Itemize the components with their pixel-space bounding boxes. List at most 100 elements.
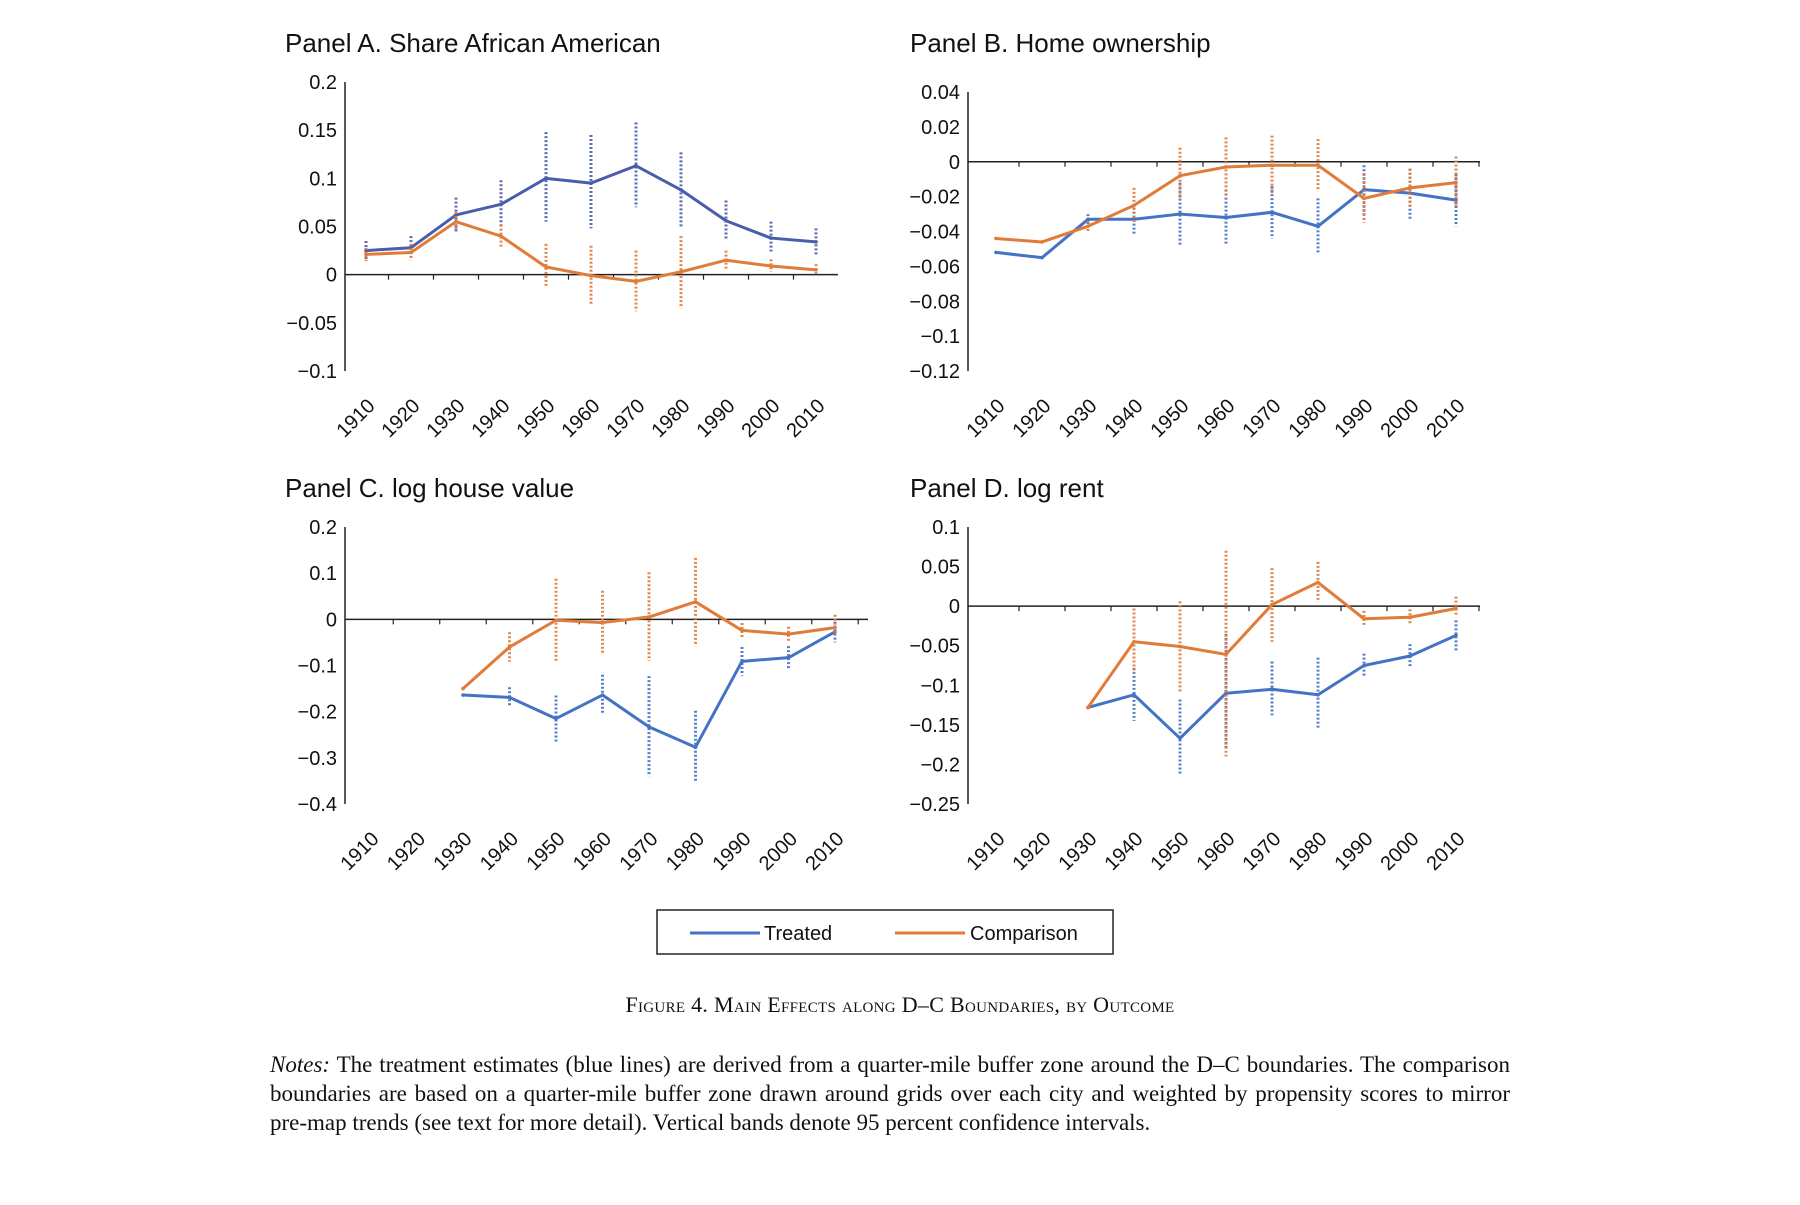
- y-tick-label: −0.1: [921, 675, 960, 697]
- treated-point: [1316, 224, 1320, 229]
- x-tick-label: 1960: [1193, 395, 1240, 442]
- x-tick-label: 1970: [1239, 828, 1286, 875]
- treated-point: [1454, 633, 1458, 638]
- y-tick-label: −0.2: [921, 754, 960, 776]
- comparison-point: [409, 250, 413, 255]
- x-tick-label: 1980: [662, 828, 709, 875]
- x-tick-label: 1950: [1147, 828, 1194, 875]
- comparison-point: [1270, 163, 1274, 168]
- y-tick-label: −0.12: [909, 361, 960, 383]
- treated-point: [589, 181, 593, 185]
- treated-point: [1178, 736, 1182, 741]
- x-tick-label: 1960: [1193, 828, 1240, 875]
- treated-point: [679, 188, 683, 192]
- comparison-point: [507, 645, 512, 649]
- comparison-point: [1408, 615, 1412, 620]
- y-tick-label: 0.2: [309, 517, 337, 539]
- comparison-point: [1224, 652, 1228, 657]
- comparison-point: [499, 234, 503, 238]
- treated-point: [740, 659, 744, 664]
- x-tick-label: 1940: [1101, 828, 1148, 875]
- x-tick-label: 1950: [1147, 395, 1194, 442]
- x-tick-label: 2010: [783, 395, 830, 442]
- y-tick-label: −0.25: [909, 794, 960, 816]
- y-tick-label: −0.15: [909, 715, 960, 737]
- comparison-point: [1362, 196, 1366, 201]
- y-tick-label: 0.02: [921, 117, 960, 139]
- comparison-point: [1178, 644, 1182, 649]
- treated-point: [554, 716, 558, 721]
- legend: Treated Comparison: [656, 909, 1114, 955]
- x-tick-label: 2000: [1377, 828, 1424, 875]
- comparison-point: [814, 268, 818, 272]
- x-tick-label: 1920: [378, 395, 425, 442]
- comparison-point: [461, 686, 465, 691]
- y-tick-label: 0: [326, 609, 337, 631]
- x-tick-label: 1940: [1101, 395, 1148, 442]
- panel-a: Panel A. Share African American 0.2 0.15 0…: [285, 28, 838, 442]
- comparison-point: [1178, 173, 1182, 178]
- comparison-point: [1454, 180, 1458, 185]
- y-tick-label: −0.1: [298, 656, 337, 678]
- treated-point: [1086, 217, 1090, 222]
- comparison-point: [1316, 580, 1320, 585]
- x-tick-label: 1950: [523, 828, 570, 875]
- panel-b-title: Panel B. Home ownership: [910, 28, 1211, 58]
- x-tick-label: 1980: [1285, 395, 1332, 442]
- comparison-point: [544, 265, 548, 269]
- treated-point: [994, 250, 998, 255]
- y-tick-label: −0.1: [298, 361, 337, 383]
- legend-comparison-label: Comparison: [970, 923, 1078, 945]
- y-tick-label: 0: [949, 152, 960, 174]
- comparison-point: [679, 269, 683, 274]
- y-tick-label: 0.15: [298, 120, 337, 142]
- notes-text: The treatment estimates (blue lines) are…: [270, 1052, 1510, 1135]
- treated-point: [814, 240, 818, 244]
- treated-point: [499, 202, 503, 207]
- y-tick-label: 0.04: [921, 82, 960, 104]
- y-tick-label: 0.1: [309, 563, 337, 585]
- comparison-point: [454, 219, 458, 224]
- panel-a-title: Panel A. Share African American: [285, 28, 661, 58]
- comparison-point: [1224, 165, 1228, 169]
- panel-b: Panel B. Home ownership 0.04 0.02 0 −0.02 −0…: [909, 28, 1480, 442]
- x-tick-label: 2000: [755, 828, 802, 875]
- x-tick-label: 1930: [1055, 828, 1102, 875]
- figure-notes: Notes: The treatment estimates (blue lin…: [270, 1050, 1510, 1137]
- x-tick-label: 1990: [1331, 395, 1378, 442]
- x-tick-label: 1910: [963, 395, 1010, 442]
- comparison-point: [1132, 639, 1136, 644]
- treated-series-line: [995, 188, 1457, 260]
- comparison-point: [1086, 705, 1090, 710]
- comparison-point: [1132, 203, 1136, 208]
- y-tick-label: −0.4: [298, 794, 337, 816]
- x-tick-label: 1970: [1239, 395, 1286, 442]
- comparison-point: [693, 599, 698, 604]
- x-tick-label: 1920: [1009, 828, 1056, 875]
- treated-point: [724, 218, 728, 223]
- comparison-point: [1316, 163, 1320, 168]
- y-tick-label: 0.2: [309, 72, 337, 94]
- y-tick-label: −0.3: [298, 748, 337, 770]
- x-tick-label: 1930: [423, 395, 470, 442]
- comparison-point: [647, 615, 651, 619]
- treated-point: [600, 693, 605, 697]
- x-tick-label: 1960: [558, 395, 605, 442]
- treated-point: [1316, 692, 1320, 697]
- treated-point: [647, 725, 651, 729]
- x-tick-label: 2010: [802, 828, 849, 875]
- y-tick-label: −0.02: [909, 187, 960, 209]
- x-tick-label: 1950: [513, 395, 560, 442]
- treated-point: [786, 655, 791, 660]
- comparison-point: [1040, 240, 1044, 244]
- treated-point: [1362, 663, 1366, 668]
- comparison-point: [833, 625, 837, 630]
- y-tick-label: 0.05: [298, 217, 337, 239]
- comparison-point: [1408, 186, 1412, 190]
- x-tick-label: 2000: [1377, 395, 1424, 442]
- panel-d: Panel D. log rent 0.1 0.05 0 −0.05 −0.1 −0.15…: [909, 473, 1480, 875]
- x-tick-label: 1910: [337, 828, 384, 875]
- treated-point: [1040, 255, 1044, 260]
- comparison-point: [589, 273, 593, 278]
